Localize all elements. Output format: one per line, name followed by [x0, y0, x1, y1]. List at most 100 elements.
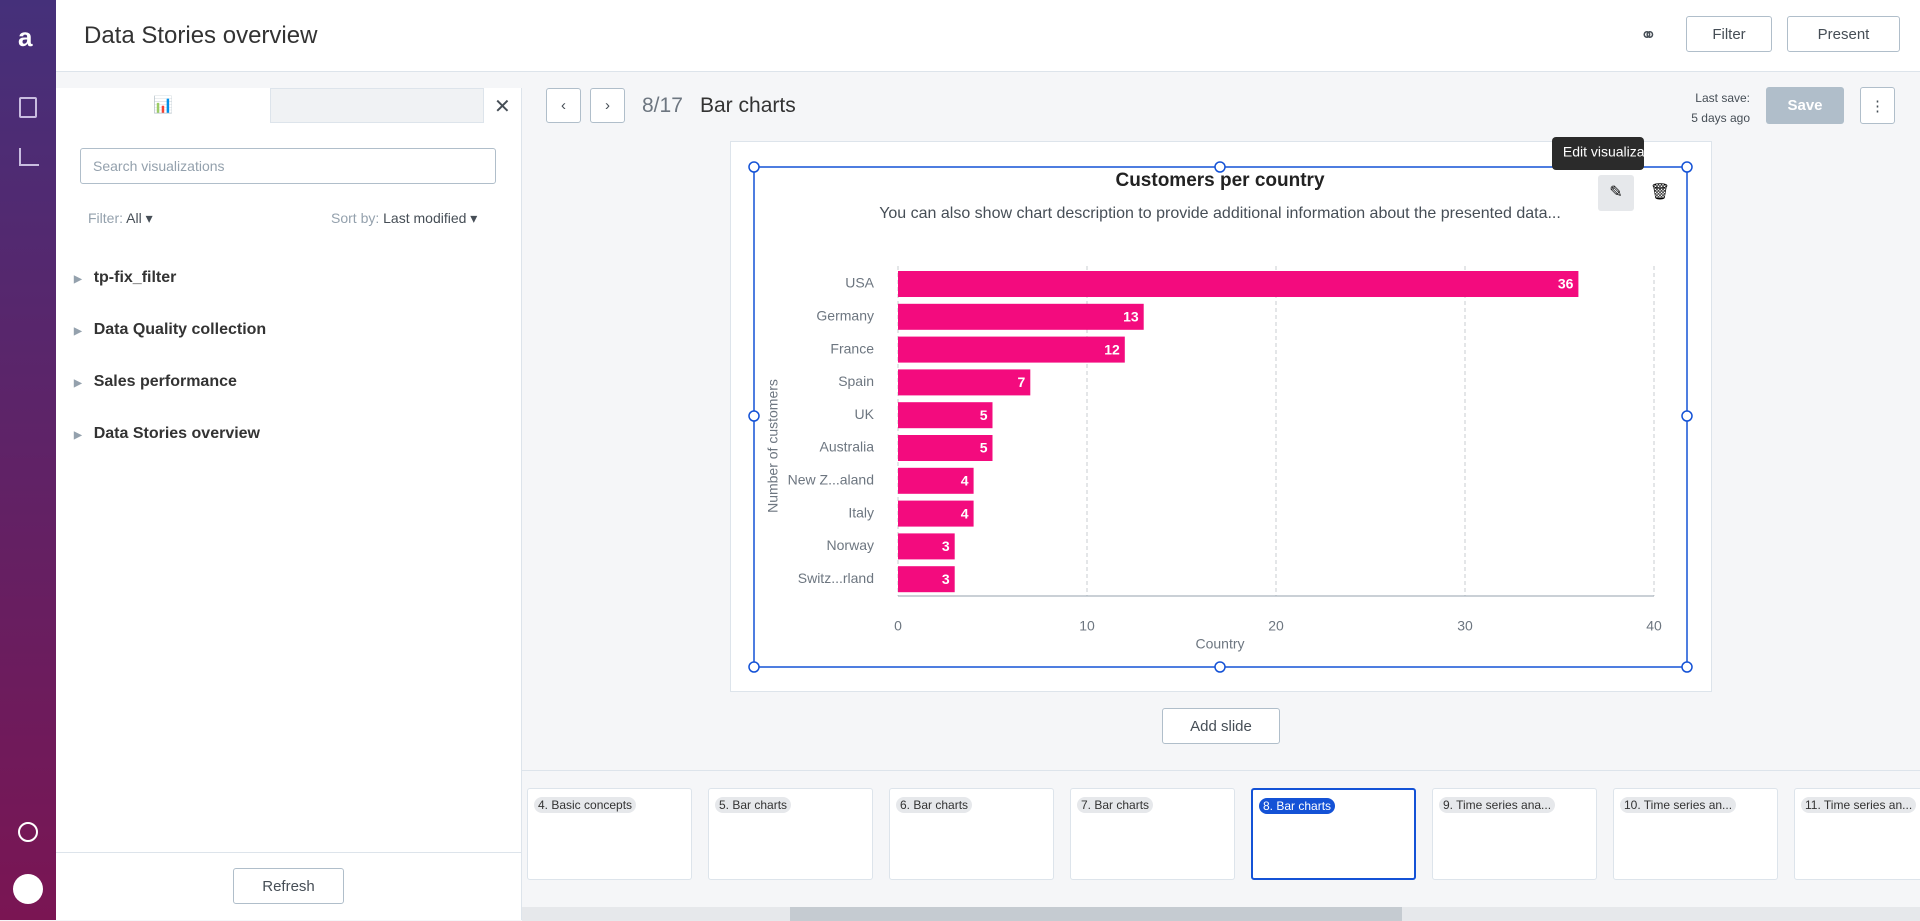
data-label: 4 [961, 505, 969, 521]
thumbnail-label: 9. Time series ana... [1439, 797, 1556, 813]
resize-handle [748, 410, 760, 422]
thumbnail[interactable]: 9. Time series ana... [1432, 788, 1597, 880]
y-tick-label: Italy [848, 504, 874, 520]
divider [56, 852, 521, 853]
data-label: 3 [942, 571, 950, 587]
thumbnail-label: 5. Bar charts [715, 797, 792, 813]
thumbnail-label: 10. Time series an... [1620, 797, 1737, 813]
last-save-value: 5 days ago [1691, 111, 1750, 125]
tab-insights[interactable]: 📊 [153, 97, 173, 114]
tab-widgets[interactable] [270, 88, 484, 123]
search-input[interactable]: Search visualizations [80, 148, 496, 184]
expand-arrow: ▶ [74, 430, 82, 441]
thumbnail-label: 8. Bar charts [1259, 798, 1336, 814]
thumbnail-label: 7. Bar charts [1077, 797, 1154, 813]
thumbnail[interactable]: 6. Bar charts [889, 788, 1054, 880]
prev-button[interactable]: ‹ [546, 88, 581, 123]
sort-dropdown[interactable]: Sort by: Last modified ▾ [331, 210, 478, 226]
stories-icon[interactable] [19, 97, 37, 118]
header: Data Stories overview ⚭ Filter Present [56, 0, 1920, 72]
bar [898, 533, 955, 560]
resize-handle [748, 161, 760, 173]
refresh-button[interactable]: Refresh [233, 868, 344, 904]
bar [898, 566, 955, 593]
thumbnail[interactable]: 10. Time series an... [1613, 788, 1778, 880]
thumbnail-strip: 4. Basic concepts 5. Bar charts 6. Bar cha… [522, 770, 1920, 921]
filter-dropdown[interactable]: Filter: All ▾ [88, 210, 153, 226]
x-tick-label: 40 [1646, 618, 1662, 634]
tree-item-label: Data Quality collection [93, 321, 267, 338]
bar [898, 500, 974, 527]
bar [898, 369, 1031, 396]
tree-item-label: Sales performance [93, 373, 237, 390]
expand-arrow: ▶ [74, 326, 82, 337]
resize-handle [1681, 661, 1693, 673]
y-tick-label: Australia [820, 439, 875, 455]
x-tick-label: 10 [1079, 618, 1095, 634]
avatar[interactable] [13, 874, 43, 904]
chart-subtitle: You can also show chart description to p… [879, 205, 1561, 222]
help-icon[interactable] [18, 822, 38, 842]
filter-button[interactable]: Filter [1686, 16, 1772, 52]
tree-item[interactable]: ▶ Sales performance [74, 373, 237, 391]
tree-item[interactable]: ▶ tp-fix_filter [74, 269, 176, 287]
slide-title: Bar charts [700, 94, 796, 117]
resize-handle [1214, 661, 1226, 673]
delete-icon[interactable]: 🗑 [1650, 183, 1670, 201]
charts-icon[interactable] [19, 148, 39, 166]
bar [898, 402, 993, 429]
share-icon[interactable]: ⚭ [1640, 25, 1657, 47]
data-label: 13 [1123, 309, 1139, 325]
save-button[interactable]: Save [1766, 87, 1844, 124]
filter-value: All [126, 210, 142, 226]
present-button[interactable]: Present [1787, 16, 1900, 52]
selection-frame [753, 166, 1688, 668]
y-tick-label: Germany [816, 308, 874, 324]
expand-arrow: ▶ [74, 378, 82, 389]
tooltip-bg [1552, 137, 1644, 170]
x-tick-label: 0 [894, 618, 902, 634]
bar [898, 303, 1144, 330]
sort-label: Sort by: [331, 210, 380, 226]
data-label: 7 [1018, 374, 1026, 390]
header-title: Data Stories overview [84, 22, 318, 49]
y-tick-label: USA [845, 275, 874, 291]
tree-item[interactable]: ▶ Data Quality collection [74, 321, 266, 339]
bar [898, 271, 1579, 297]
thumbnail[interactable]: 5. Bar charts [708, 788, 873, 880]
resize-handle [1214, 161, 1226, 173]
thumbnail-label: 6. Bar charts [896, 797, 973, 813]
tree-item[interactable]: ▶ Data Stories overview [74, 425, 260, 443]
next-button[interactable]: › [590, 88, 625, 123]
y-tick-label: Norway [827, 537, 874, 553]
left-panel: 📊 ✕ Search visualizations Filter: All ▾ … [56, 88, 522, 920]
filter-label: Filter: [88, 210, 123, 226]
sort-value: Last modified [383, 210, 467, 226]
edit-icon: ✎ [1609, 184, 1622, 201]
thumbnail[interactable]: 7. Bar charts [1070, 788, 1235, 880]
data-label: 5 [980, 407, 988, 423]
bar [898, 467, 974, 494]
more-button[interactable]: ⋮ [1860, 87, 1895, 124]
scrollbar-thumb[interactable] [790, 907, 1402, 921]
thumbnail[interactable]: 4. Basic concepts [527, 788, 692, 880]
slide-card [730, 141, 1712, 692]
thumbnail[interactable]: 8. Bar charts [1251, 788, 1416, 880]
bar [898, 336, 1125, 363]
sidebar: a [0, 0, 56, 920]
slide-position: 8/17 [642, 94, 683, 117]
edit-button[interactable] [1598, 175, 1634, 211]
thumbnail[interactable]: 11. Time series an... [1794, 788, 1920, 880]
tree-item-label: Data Stories overview [93, 425, 260, 442]
last-save: Last save: 5 days ago [1640, 88, 1750, 128]
logo[interactable]: a [18, 22, 33, 52]
data-label: 36 [1558, 276, 1574, 292]
thumbnail-label: 11. Time series an... [1801, 797, 1917, 813]
add-slide-button[interactable]: Add slide [1162, 708, 1280, 744]
tree-item-label: tp-fix_filter [93, 269, 177, 286]
tooltip: Edit visualization [1563, 144, 1667, 160]
close-panel[interactable]: ✕ [494, 96, 511, 118]
y-tick-label: Spain [838, 373, 874, 389]
chart-title: Customers per country [1115, 170, 1324, 191]
